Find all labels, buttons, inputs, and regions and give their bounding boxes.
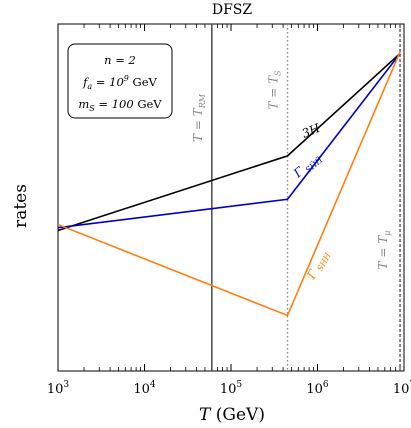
parameter-legend-box: n = 2 fa = 109 GeV mS = 100 GeV (67, 43, 173, 119)
vline-label-0: T = TRM (191, 93, 207, 142)
x-tick-label: 105 (220, 380, 243, 397)
series-line-2 (57, 51, 401, 317)
parameter-legend-frame (67, 43, 173, 119)
x-tick-label: 106 (306, 380, 329, 397)
chart-title: DFSZ (212, 2, 253, 18)
annotation-3h: 3H (300, 121, 323, 141)
parameter-ms: mS = 100 GeV (78, 97, 162, 113)
plot-area: 103 104 105 106 107 T = TRM T = TS T = Tμ 3H Γ SH… (47, 23, 411, 397)
y-axis-label: rates (11, 184, 31, 228)
x-tick-label: 104 (133, 380, 156, 397)
series-line-1 (57, 53, 401, 229)
vline-label-1: T = TS (267, 70, 283, 110)
series-line-0 (57, 52, 401, 232)
parameter-n: n = 2 (104, 53, 136, 67)
x-axis-label: T (GeV) (199, 405, 265, 425)
vline-label-2: T = Tμ (376, 231, 392, 270)
annotation-gamma-shh-tilde: Γ SH̃H̃ (290, 149, 325, 182)
x-tick-label: 107 (393, 380, 411, 397)
parameter-fa: fa = 109 GeV (82, 74, 157, 91)
x-tick-label: 103 (47, 380, 70, 397)
